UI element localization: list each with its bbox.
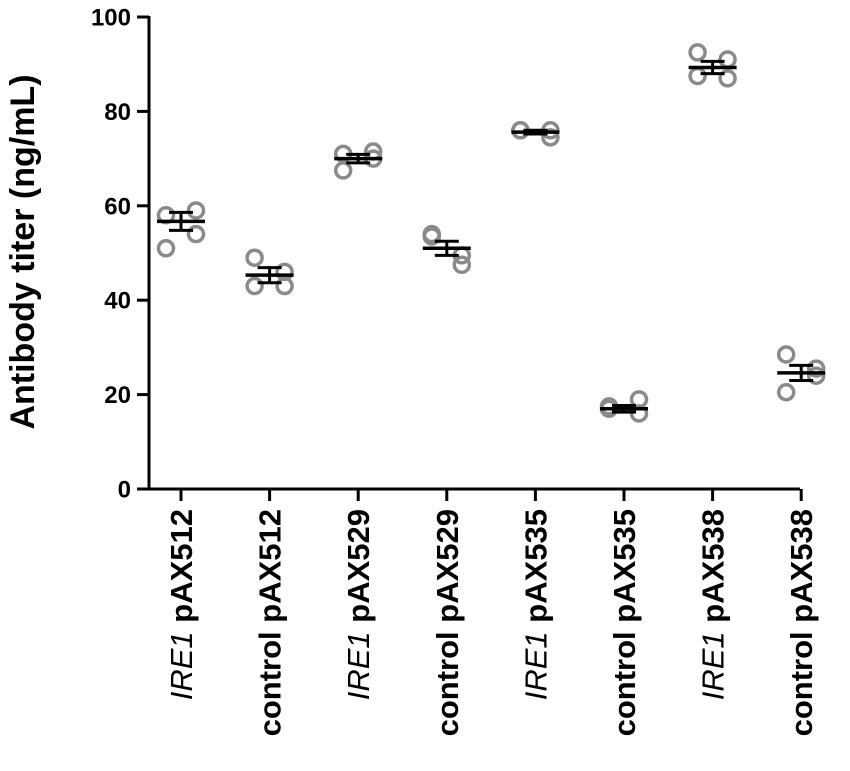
x-tick-label-plasmid: pAX538	[784, 509, 819, 631]
data-point	[776, 382, 796, 402]
x-tick-label-gene: IRE1	[518, 631, 553, 700]
data-point	[422, 227, 442, 246]
x-tick-label: IRE1 pAX529	[341, 509, 376, 700]
data-point	[186, 224, 206, 244]
y-tick-label: 100	[91, 5, 131, 32]
x-tick-label-gene: control	[430, 631, 465, 736]
x-tick-label-gene: IRE1	[164, 631, 199, 700]
x-tick-label-plasmid: pAX512	[164, 509, 199, 631]
x-tick-label-plasmid: pAX535	[607, 509, 642, 631]
y-axis-label: Antibody titer (ng/mL)	[4, 74, 42, 429]
x-tick-label-gene: control	[253, 631, 288, 736]
x-tick-label: IRE1 pAX512	[164, 509, 199, 700]
data-point	[776, 345, 796, 364]
data-point	[806, 359, 826, 378]
data-point	[156, 239, 176, 258]
data-point	[541, 128, 560, 147]
x-tick-label-gene: control	[784, 631, 819, 736]
y-tick-label: 20	[104, 382, 131, 409]
data-point	[245, 276, 264, 296]
x-tick-label: control pAX538	[784, 509, 819, 736]
x-tick-label-gene: IRE1	[696, 631, 731, 700]
plot-marks	[156, 43, 826, 423]
x-tick-label-gene: control	[607, 631, 642, 736]
x-tick-label: IRE1 pAX535	[518, 509, 553, 700]
data-point	[186, 201, 206, 220]
data-point	[275, 276, 294, 296]
x-tick-label: IRE1 pAX538	[696, 509, 731, 700]
x-tick-label-plasmid: pAX512	[253, 509, 288, 631]
x-tick-label-plasmid: pAX535	[518, 509, 553, 631]
x-tick-label-plasmid: pAX529	[430, 509, 465, 631]
x-tick-label: control pAX535	[607, 509, 642, 736]
data-point	[452, 255, 472, 275]
data-point	[688, 66, 707, 86]
data-point	[688, 43, 707, 62]
x-tick-label: control pAX512	[253, 509, 288, 736]
y-tick-label: 0	[118, 477, 131, 504]
y-tick-label: 60	[104, 193, 131, 220]
data-point	[629, 390, 649, 409]
data-point	[718, 69, 737, 88]
data-point	[245, 248, 264, 267]
x-tick-label: control pAX529	[430, 509, 465, 736]
x-tick-label-gene: IRE1	[341, 631, 376, 700]
x-tick-label-plasmid: pAX529	[341, 509, 376, 631]
x-tick-label-plasmid: pAX538	[696, 509, 731, 631]
y-tick-label: 80	[104, 99, 131, 126]
data-point	[718, 50, 737, 69]
y-tick-label: 40	[104, 288, 131, 315]
data-point	[333, 161, 353, 180]
data-point	[806, 366, 826, 385]
